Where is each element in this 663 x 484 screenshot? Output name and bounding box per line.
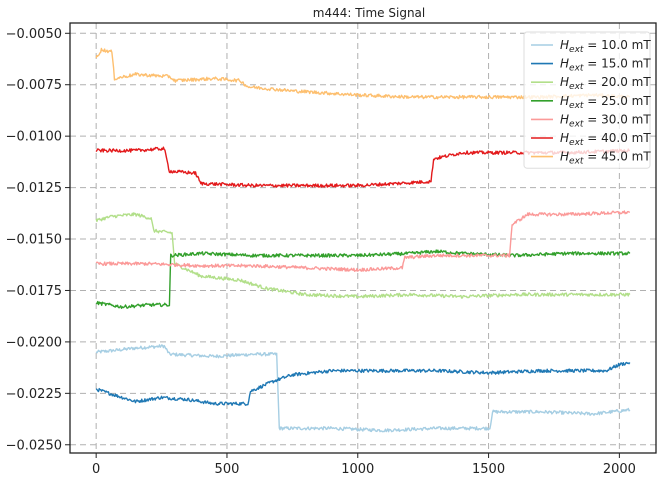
chart-title: m444: Time Signal bbox=[313, 6, 426, 20]
y-tick-label: −0.0075 bbox=[6, 78, 62, 93]
legend-entry: Hext = 15.0 mT bbox=[560, 57, 651, 74]
x-tick-label: 2000 bbox=[603, 462, 636, 477]
axis-ticks: 0 500 1000 1500 2000 −0.0250 −0.0225 −0.0200 −0.… bbox=[6, 27, 636, 477]
legend-entry: Hext = 25.0 mT bbox=[560, 94, 651, 111]
x-tick-label: 1000 bbox=[341, 462, 374, 477]
series-line-3 bbox=[95, 212, 631, 299]
legend-entry: Hext = 45.0 mT bbox=[560, 150, 651, 167]
legend-entry: Hext = 20.0 mT bbox=[560, 75, 651, 92]
x-tick-label: 1500 bbox=[472, 462, 505, 477]
y-tick-label: −0.0125 bbox=[6, 181, 62, 196]
legend-entry: Hext = 40.0 mT bbox=[560, 131, 651, 148]
legend-entry: Hext = 30.0 mT bbox=[560, 112, 651, 129]
y-tick-label: −0.0225 bbox=[6, 387, 62, 402]
series-line-4 bbox=[95, 249, 631, 309]
y-tick-label: −0.0150 bbox=[6, 233, 62, 248]
legend-box bbox=[523, 31, 651, 169]
series-lines bbox=[95, 47, 631, 433]
plot-frame bbox=[69, 22, 657, 454]
y-tick-label: −0.0175 bbox=[6, 284, 62, 299]
y-tick-label: −0.0250 bbox=[6, 438, 62, 453]
y-tick-label: −0.0100 bbox=[6, 130, 62, 145]
series-line-2 bbox=[95, 361, 631, 406]
series-line-5 bbox=[95, 210, 631, 272]
x-tick-label: 0 bbox=[92, 462, 100, 477]
series-line-1 bbox=[95, 344, 631, 433]
x-tick-label: 500 bbox=[215, 462, 240, 477]
legend-entry: Hext = 10.0 mT bbox=[560, 38, 651, 55]
y-tick-label: −0.0050 bbox=[6, 27, 62, 42]
y-tick-label: −0.0200 bbox=[6, 335, 62, 350]
